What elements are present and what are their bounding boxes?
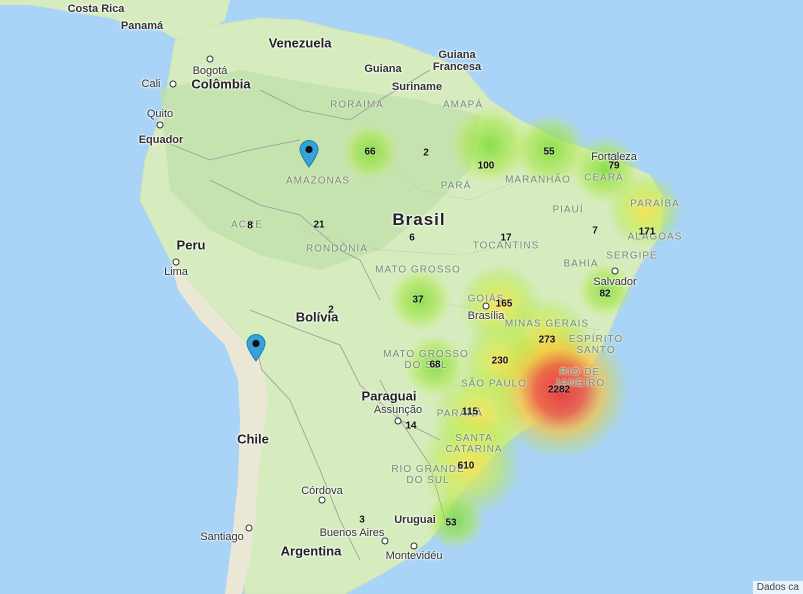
country-label-guiana: Guiana bbox=[364, 63, 402, 75]
city-dot-santiago bbox=[245, 524, 253, 532]
city-label-quito: Quito bbox=[146, 108, 174, 120]
cluster-count-tocantins[interactable]: 17 bbox=[500, 232, 512, 244]
state-label-piaui: PIAUÍ bbox=[552, 204, 584, 216]
city-label-buenos-aires: Buenos Aires bbox=[319, 527, 385, 539]
country-label-argentina: Argentina bbox=[280, 543, 342, 559]
cluster-count-paraiba[interactable]: 171 bbox=[638, 226, 656, 238]
cluster-count-santa-catarina[interactable]: 610 bbox=[457, 460, 475, 472]
state-label-sergipe: SERGIPE bbox=[606, 250, 658, 262]
cluster-count-maranhao[interactable]: 55 bbox=[543, 146, 555, 158]
state-label-mato-grosso: MATO GROSSO bbox=[375, 264, 461, 276]
state-label-bahia: BAHIA bbox=[563, 258, 599, 270]
state-label-paraiba: PARAÍBA bbox=[630, 198, 680, 210]
city-label-brasilia: Brasília bbox=[467, 310, 505, 322]
cluster-count-rio-grande-do-sul[interactable]: 53 bbox=[445, 517, 457, 529]
country-label-guiana-francesa: Guiana Francesa bbox=[432, 49, 482, 73]
city-label-bogota: Bogotá bbox=[192, 65, 228, 77]
country-label-brasil: Brasil bbox=[392, 210, 446, 229]
city-label-cali: Cali bbox=[141, 78, 161, 90]
cluster-count-rio-de-janeiro[interactable]: 2282 bbox=[547, 384, 571, 396]
country-label-paraguai: Paraguai bbox=[361, 388, 417, 404]
map-pin-icon[interactable] bbox=[246, 334, 266, 362]
country-label-peru: Peru bbox=[176, 237, 206, 253]
cluster-count-mato-grosso-do-sul[interactable]: 68 bbox=[429, 359, 441, 371]
country-borders bbox=[159, 69, 446, 561]
city-label-salvador: Salvador bbox=[593, 276, 637, 288]
city-dot-cali bbox=[169, 80, 177, 88]
heatmap-layer bbox=[342, 105, 683, 550]
country-label-uruguai: Uruguai bbox=[394, 514, 436, 526]
cluster-count-goias[interactable]: 165 bbox=[495, 298, 513, 310]
country-label-equador: Equador bbox=[138, 134, 184, 146]
state-label-amazonas: AMAZONAS bbox=[285, 175, 351, 187]
city-dot-montevideu bbox=[410, 542, 418, 550]
cluster-count-bahia[interactable]: 82 bbox=[599, 288, 611, 300]
state-label-santa-catarina: SANTA CATARINA bbox=[445, 433, 503, 455]
cluster-count-sergipe[interactable]: 7 bbox=[592, 225, 598, 237]
andes-desert bbox=[170, 260, 268, 594]
cluster-count-parana[interactable]: 115 bbox=[461, 406, 479, 418]
state-label-goias: GOIÁS bbox=[467, 293, 505, 305]
cluster-count-para[interactable]: 100 bbox=[477, 160, 495, 172]
state-label-tocantins: TOCANTINS bbox=[472, 240, 540, 252]
city-label-montevideu: Montevidéu bbox=[385, 550, 443, 562]
country-label-bolivia: Bolívia bbox=[295, 309, 339, 325]
cluster-count-amapa[interactable]: 2 bbox=[423, 147, 429, 159]
cluster-count-paraguai[interactable]: 14 bbox=[405, 420, 417, 432]
state-label-amapa: AMAPÁ bbox=[442, 99, 484, 111]
state-label-ceara: CEARÁ bbox=[584, 172, 624, 184]
state-label-sao-paulo: SÃO PAULO bbox=[460, 378, 528, 390]
city-label-assuncao: Assunção bbox=[373, 404, 423, 416]
cluster-count-bolivia[interactable]: 2 bbox=[328, 304, 334, 316]
city-dot-assuncao bbox=[394, 417, 402, 425]
country-label-costa-rica: Costa Rica bbox=[67, 3, 125, 15]
cluster-count-acre[interactable]: 8 bbox=[247, 220, 253, 232]
state-label-rio-de-janeiro: RIO DE JANEIRO bbox=[554, 367, 606, 389]
city-dot-brasilia bbox=[482, 302, 490, 310]
map-pin-icon[interactable] bbox=[299, 140, 319, 168]
city-dot-lima bbox=[172, 258, 180, 266]
city-label-lima: Lima bbox=[164, 266, 188, 278]
country-label-chile: Chile bbox=[237, 431, 269, 447]
city-dot-quito bbox=[156, 121, 164, 129]
country-label-venezuela: Venezuela bbox=[268, 35, 332, 51]
state-label-roraima: RORAIMA bbox=[330, 99, 384, 111]
state-label-mato-grosso-do-sul: MATO GROSSO DO SUL bbox=[383, 349, 469, 371]
city-dot-cordova bbox=[318, 496, 326, 504]
cluster-count-argentina[interactable]: 3 bbox=[359, 514, 365, 526]
map-attribution[interactable]: Dados ca bbox=[752, 581, 803, 594]
cluster-count-ceara[interactable]: 79 bbox=[608, 160, 620, 172]
city-dot-bogota bbox=[206, 55, 214, 63]
city-label-santiago: Santiago bbox=[200, 531, 244, 543]
state-label-minas-gerais: MINAS GERAIS bbox=[504, 318, 590, 330]
cluster-count-mato-grosso[interactable]: 37 bbox=[412, 294, 424, 306]
country-label-colombia: Colômbia bbox=[191, 76, 251, 92]
state-label-espirito-santo: ESPÍRITO SANTO bbox=[568, 334, 624, 356]
cluster-count-roraima[interactable]: 66 bbox=[364, 146, 376, 158]
city-dot-fortaleza bbox=[610, 153, 618, 161]
cluster-count-amazonas[interactable]: 21 bbox=[313, 219, 325, 231]
cluster-count-minas-gerais[interactable]: 273 bbox=[538, 334, 556, 346]
state-label-rondonia: RONDÔNIA bbox=[306, 243, 368, 255]
state-label-para: PARÁ bbox=[440, 180, 472, 192]
amazon-forest bbox=[160, 70, 480, 270]
city-dot-buenos-aires bbox=[381, 537, 389, 545]
city-dot-salvador bbox=[611, 267, 619, 275]
state-label-parana: PARANÁ bbox=[436, 408, 484, 420]
city-label-cordova: Córdova bbox=[301, 485, 343, 497]
central-america-land bbox=[0, 0, 230, 40]
country-label-panama: Panamá bbox=[120, 20, 164, 32]
cluster-count-rondonia[interactable]: 6 bbox=[409, 232, 415, 244]
country-label-suriname: Suriname bbox=[391, 81, 443, 93]
state-label-alagoas: ALAGOAS bbox=[627, 231, 683, 243]
state-label-maranhao: MARANHÃO bbox=[505, 174, 571, 186]
state-label-acre: ACRE bbox=[231, 219, 263, 231]
cluster-count-sao-paulo[interactable]: 230 bbox=[491, 355, 509, 367]
state-label-rio-grande-do-sul: RIO GRANDE DO SUL bbox=[391, 464, 465, 486]
city-label-fortaleza: Fortaleza bbox=[591, 151, 637, 163]
